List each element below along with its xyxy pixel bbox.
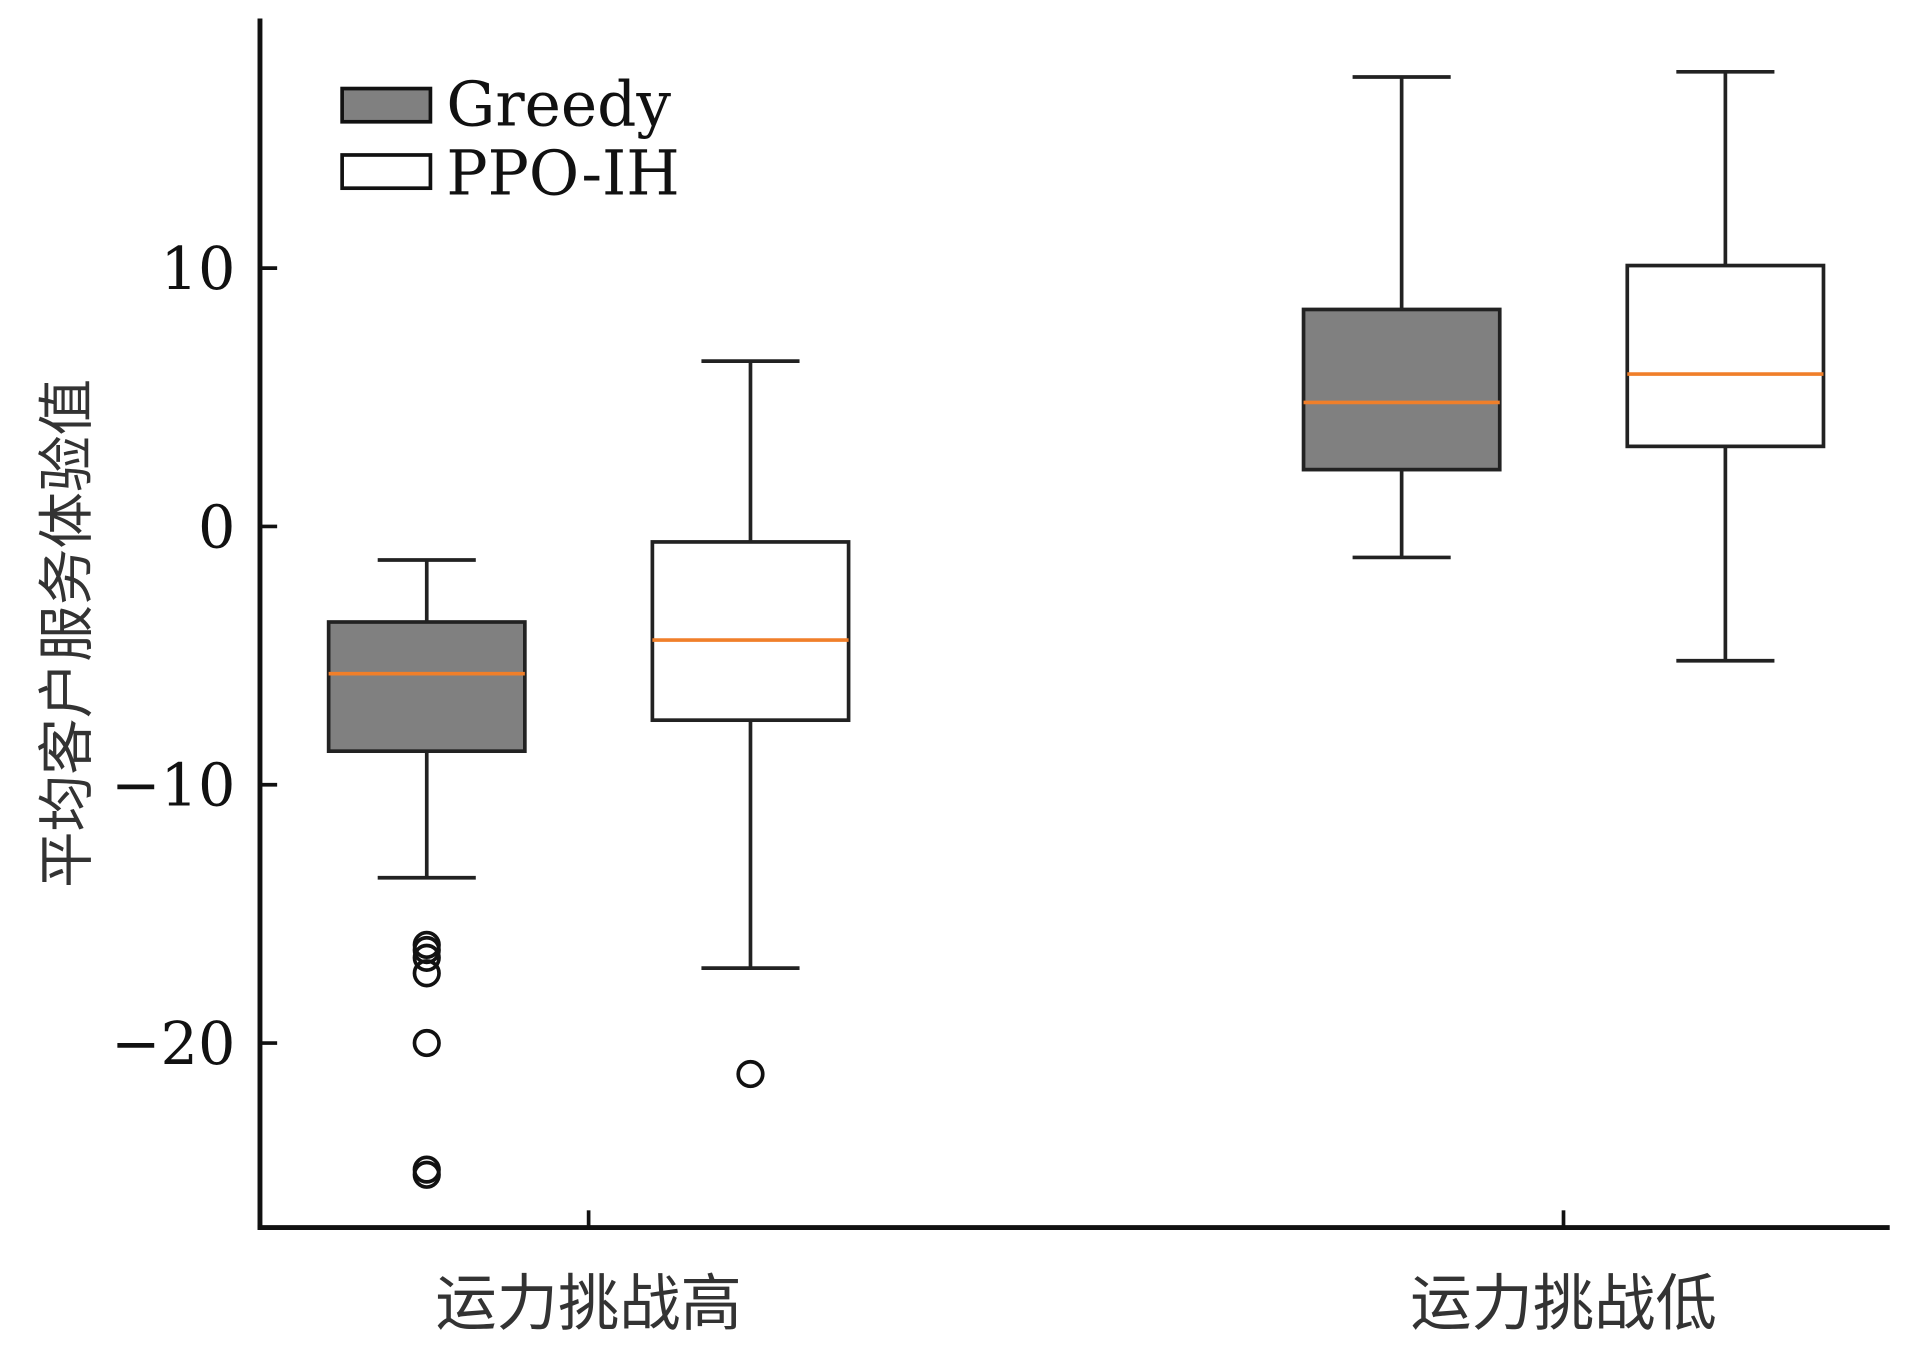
box-iqr xyxy=(1625,263,1826,449)
outlier-point xyxy=(412,1160,441,1189)
box-greedy-0 xyxy=(326,558,527,1189)
legend-swatch-greedy xyxy=(340,86,433,124)
y-tick-label: 0 xyxy=(198,492,235,561)
legend-label-ppo-ih: PPO-IH xyxy=(446,138,679,209)
y-tick-label: −10 xyxy=(111,751,235,820)
box-ppo-ih-1 xyxy=(1625,69,1826,663)
outlier-point xyxy=(412,959,441,988)
box-iqr xyxy=(1301,307,1502,472)
outlier-point xyxy=(736,1059,765,1089)
y-tick-label: −20 xyxy=(111,1009,235,1078)
y-axis-label: 平均客户服务体验值 xyxy=(35,379,100,888)
legend-label-greedy: Greedy xyxy=(446,69,671,140)
box-ppo-ih-0 xyxy=(650,359,851,1089)
outlier-point xyxy=(412,1028,441,1058)
outlier-point xyxy=(412,943,441,972)
legend: Greedy PPO-IH xyxy=(340,69,680,209)
box-iqr xyxy=(650,540,851,723)
x-tick-label: 运力挑战高 xyxy=(435,1269,742,1340)
x-tick-label: 运力挑战低 xyxy=(1410,1269,1717,1340)
box-greedy-1 xyxy=(1301,75,1502,560)
legend-swatch-ppo-ih xyxy=(340,153,433,191)
y-tick-label: 10 xyxy=(161,234,236,303)
box-iqr xyxy=(326,620,527,754)
